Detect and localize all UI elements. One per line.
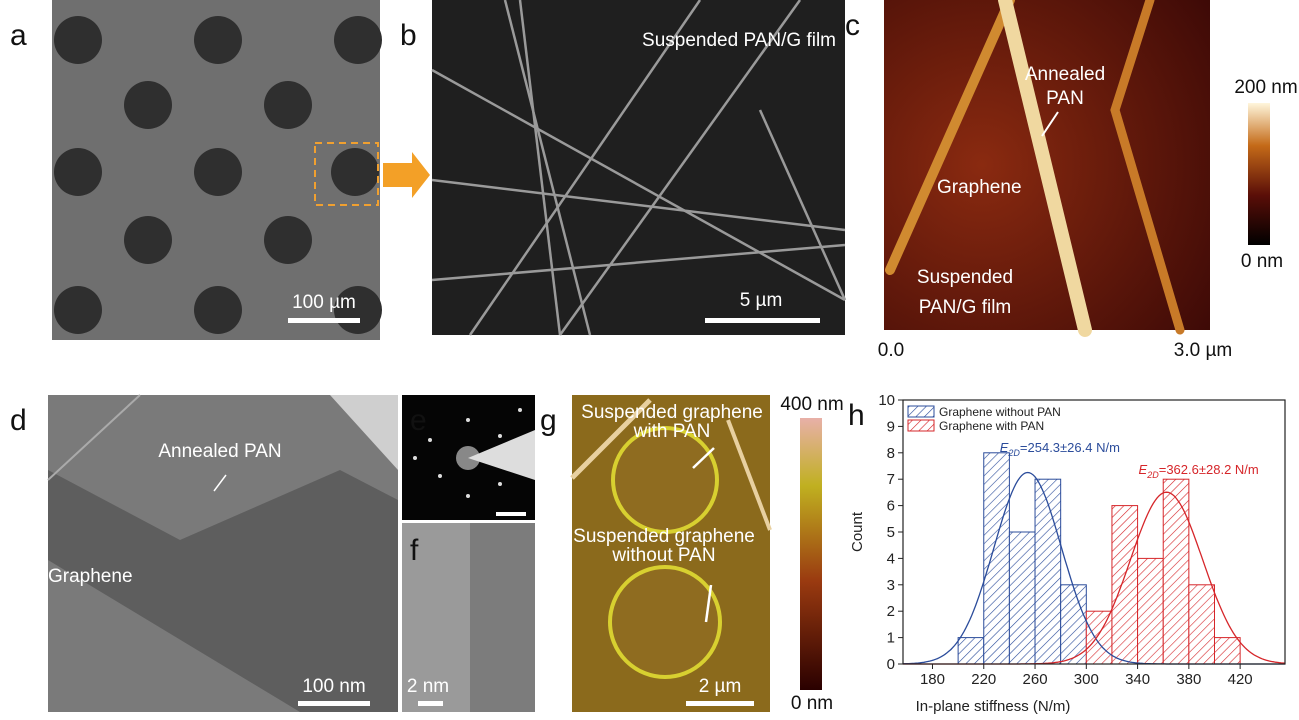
y-axis-label: Count xyxy=(849,511,866,552)
arrow xyxy=(383,152,430,198)
film-line: Suspended xyxy=(917,267,1013,288)
bar xyxy=(1163,479,1189,664)
annotation-text: =362.6±28.2 N/m xyxy=(1159,462,1259,477)
scale-bar xyxy=(686,701,754,706)
colorbar xyxy=(800,418,822,690)
panel-c: c Annealed PAN Graphene Suspended PAN/G fi… xyxy=(845,0,1298,361)
figure: a 100 µm b Suspended PAN/G film 5 µm c A… xyxy=(0,0,1299,715)
x-tick-label: 340 xyxy=(1125,671,1150,688)
x-tick-label: 180 xyxy=(920,671,945,688)
axis-end: 3.0 µm xyxy=(1174,340,1232,361)
bar xyxy=(1214,638,1240,664)
legend-swatch xyxy=(908,420,934,431)
annotation-line: without PAN xyxy=(611,545,715,566)
legend-swatch xyxy=(908,406,934,417)
panel-label: b xyxy=(400,19,417,52)
panel-a: a 100 µm xyxy=(10,0,430,340)
scale-bar-label: 2 nm xyxy=(407,676,449,697)
panel-d: d Annealed PAN Graphene 100 nm xyxy=(10,395,398,712)
y-tick-label: 1 xyxy=(887,630,895,647)
y-tick-label: 4 xyxy=(887,550,895,567)
bar xyxy=(1189,585,1215,664)
scale-bar-label: 100 µm xyxy=(292,292,356,313)
annotation-line: PAN xyxy=(1046,88,1084,109)
annotation-subscript: 2D xyxy=(1146,470,1159,480)
panel-label: f xyxy=(410,534,419,567)
y-tick-label: 9 xyxy=(887,418,895,435)
colorbar xyxy=(1248,103,1270,245)
x-tick-label: 260 xyxy=(1023,671,1048,688)
annotation-symbol: E xyxy=(1139,462,1148,477)
colorbar-min: 0 nm xyxy=(791,693,833,714)
x-tick-label: 380 xyxy=(1176,671,1201,688)
panel-h: h In-plane stiffness (N/m) Count 0 1 2 3 4 5 6… xyxy=(848,392,1285,715)
scale-bar xyxy=(496,512,526,516)
annotation: E2D=254.3±26.4 N/m xyxy=(1000,440,1120,458)
annotation-symbol: E xyxy=(1000,440,1009,455)
bar xyxy=(1086,611,1112,664)
annotation-line: with PAN xyxy=(633,421,711,442)
bar xyxy=(1009,532,1035,664)
annotation-line: Suspended graphene xyxy=(581,402,763,423)
bar xyxy=(1112,506,1138,664)
image-title: Suspended PAN/G film xyxy=(642,30,836,51)
annotation: Annealed PAN xyxy=(158,441,281,462)
scale-bar-label: 2 µm xyxy=(699,676,742,697)
x-tick-label: 300 xyxy=(1074,671,1099,688)
bar xyxy=(958,638,984,664)
y-tick-label: 2 xyxy=(887,603,895,620)
annotation-text: =254.3±26.4 N/m xyxy=(1020,440,1120,455)
annotation-line: Annealed xyxy=(1025,64,1105,85)
scale-bar xyxy=(705,318,820,323)
hole xyxy=(610,567,720,677)
annotation-subscript: 2D xyxy=(1007,448,1020,458)
scale-bar-label: 5 µm xyxy=(740,290,783,311)
scale-bar xyxy=(418,701,443,706)
colorbar-max: 200 nm xyxy=(1234,77,1297,98)
bar xyxy=(1035,479,1061,664)
x-axis-label: In-plane stiffness (N/m) xyxy=(916,698,1071,715)
panel-e: e xyxy=(402,395,535,520)
panel-label: h xyxy=(848,399,865,432)
y-tick-label: 6 xyxy=(887,498,895,515)
legend-label: Graphene without PAN xyxy=(939,405,1061,419)
axis-start: 0.0 xyxy=(878,340,904,361)
annotation: Graphene xyxy=(937,177,1022,198)
colorbar-min: 0 nm xyxy=(1241,251,1283,272)
y-tick-label: 3 xyxy=(887,577,895,594)
bar xyxy=(984,453,1010,664)
panel-label: d xyxy=(10,404,27,437)
page: {"panels":{ "a":{"label":"a","scale_bar"… xyxy=(0,0,1299,720)
panel-b: b Suspended PAN/G film 5 µm xyxy=(400,0,845,335)
panel-f: f 2 nm xyxy=(402,523,535,712)
bar xyxy=(1138,558,1164,664)
edge-region xyxy=(470,523,535,712)
panel-label: a xyxy=(10,19,27,52)
panel-label: g xyxy=(540,404,557,437)
annotation-line: Suspended graphene xyxy=(573,526,755,547)
x-tick-label: 220 xyxy=(971,671,996,688)
y-tick-label: 8 xyxy=(887,445,895,462)
annotation: E2D=362.6±28.2 N/m xyxy=(1139,462,1259,480)
panel-label: c xyxy=(845,9,860,42)
film-line: PAN/G film xyxy=(919,297,1012,318)
colorbar-max: 400 nm xyxy=(780,394,843,415)
x-tick-label: 420 xyxy=(1228,671,1253,688)
scale-bar xyxy=(298,701,370,706)
fit-curve xyxy=(903,473,1285,665)
panel-label: e xyxy=(410,404,427,437)
y-tick-label: 0 xyxy=(887,656,895,673)
scale-bar-label: 100 nm xyxy=(302,676,365,697)
scale-bar xyxy=(288,318,360,323)
y-tick-label: 10 xyxy=(878,392,895,409)
legend-label: Graphene with PAN xyxy=(939,419,1044,433)
y-tick-label: 5 xyxy=(887,524,895,541)
y-tick-label: 7 xyxy=(887,471,895,488)
annotation: Graphene xyxy=(48,566,133,587)
hole xyxy=(613,428,717,532)
